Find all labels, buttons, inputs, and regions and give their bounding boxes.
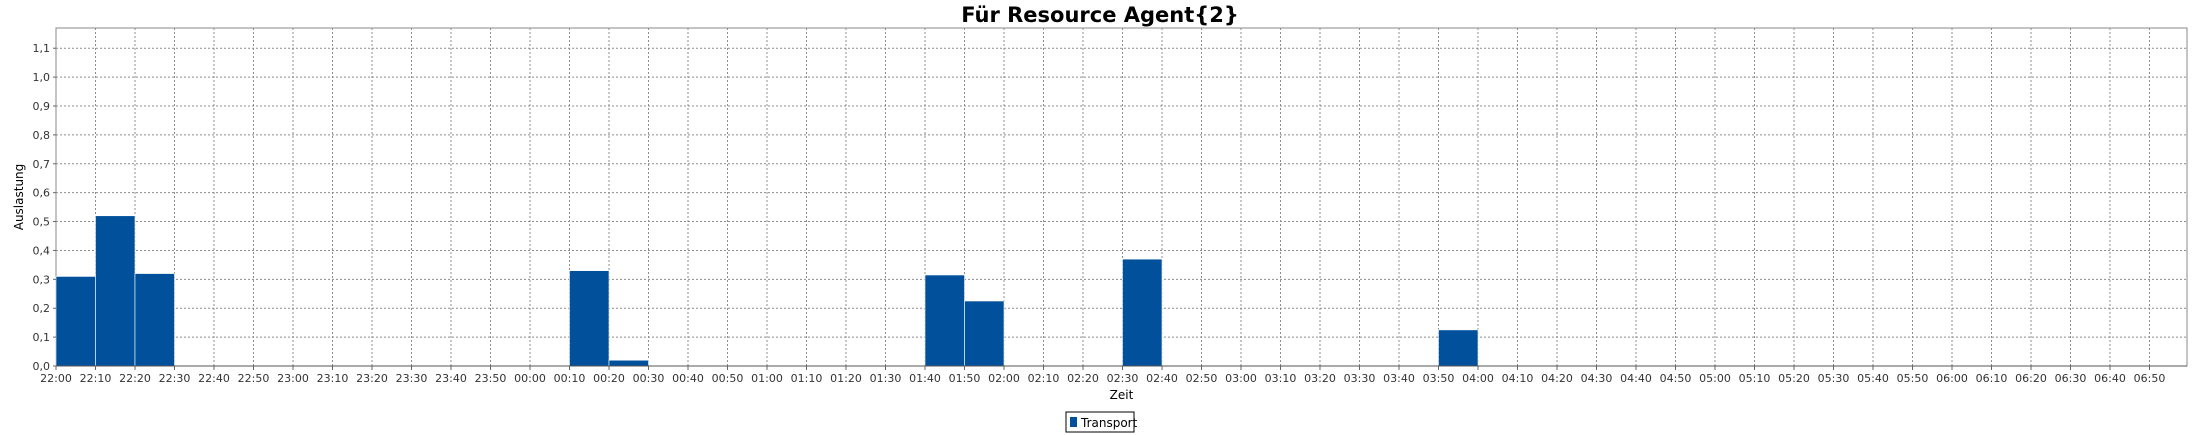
y-tick-label: 0,9 (33, 100, 51, 113)
x-tick-label: 00:00 (514, 372, 546, 385)
x-tick-label: 23:00 (277, 372, 309, 385)
bars (55, 215, 1479, 367)
x-tick-label: 03:40 (1383, 372, 1415, 385)
y-tick-label: 0,5 (33, 216, 51, 229)
x-tick-label: 05:00 (1699, 372, 1731, 385)
x-tick-label: 03:00 (1225, 372, 1257, 385)
x-tick-label: 01:50 (949, 372, 981, 385)
plot-area (55, 27, 2188, 367)
x-tick-label: 04:40 (1620, 372, 1652, 385)
x-tick-label: 23:20 (356, 372, 388, 385)
x-tick-label: 05:30 (1818, 372, 1850, 385)
x-tick-label: 22:00 (40, 372, 72, 385)
x-tick-label: 04:10 (1502, 372, 1534, 385)
x-tick-label: 00:20 (593, 372, 625, 385)
x-tick-label: 01:20 (830, 372, 862, 385)
legend-swatch (1070, 417, 1077, 427)
x-tick-label: 22:20 (119, 372, 151, 385)
x-tick-label: 03:50 (1423, 372, 1455, 385)
x-tick-label: 01:10 (791, 372, 823, 385)
x-tick-label: 06:50 (2134, 372, 2166, 385)
y-axis-label: Auslastung (12, 164, 26, 231)
y-tick-label: 0,7 (33, 158, 51, 171)
bar (964, 300, 1005, 367)
x-tick-label: 00:10 (554, 372, 586, 385)
grid (56, 28, 2187, 366)
x-tick-label: 06:30 (2055, 372, 2087, 385)
x-tick-label: 04:50 (1660, 372, 1692, 385)
x-tick-label: 23:40 (435, 372, 467, 385)
x-tick-label: 05:10 (1739, 372, 1771, 385)
x-tick-label: 03:10 (1265, 372, 1297, 385)
x-tick-label: 22:40 (198, 372, 230, 385)
x-tick-label: 00:50 (712, 372, 744, 385)
bar (55, 276, 96, 367)
x-tick-label: 02:30 (1107, 372, 1139, 385)
legend-box (1065, 411, 1135, 433)
y-tick-label: 0,1 (33, 331, 51, 344)
x-tick-label: 06:40 (2094, 372, 2126, 385)
x-tick-label: 04:20 (1541, 372, 1573, 385)
bar (1122, 258, 1163, 367)
x-axis-label: Zeit (1110, 388, 1134, 402)
bar (569, 270, 610, 367)
x-tick-label: 22:10 (80, 372, 112, 385)
y-tick-label: 0,0 (33, 360, 51, 373)
bar (95, 215, 136, 367)
y-tick-label: 0,2 (33, 302, 51, 315)
y-tick-label: 0,8 (33, 129, 51, 142)
x-axis: 22:00 22:10 22:20 22:30 22:40 22:50 23:00 23:10… (40, 365, 2187, 385)
y-tick-label: 1,1 (33, 42, 51, 55)
y-tick-label: 1,0 (33, 71, 51, 84)
x-tick-label: 02:10 (1028, 372, 1060, 385)
x-tick-label: 06:20 (2015, 372, 2047, 385)
x-tick-label: 23:50 (475, 372, 507, 385)
x-tick-label: 05:20 (1778, 372, 1810, 385)
x-tick-label: 23:30 (396, 372, 428, 385)
x-tick-label: 23:10 (317, 372, 349, 385)
x-tick-label: 22:30 (159, 372, 191, 385)
x-tick-label: 03:30 (1344, 372, 1376, 385)
x-tick-label: 06:00 (1936, 372, 1968, 385)
x-tick-label: 05:50 (1897, 372, 1929, 385)
x-tick-label: 00:30 (633, 372, 665, 385)
x-tick-label: 22:50 (238, 372, 270, 385)
legend-label: Transport (1080, 416, 1138, 430)
y-tick-label: 0,3 (33, 273, 51, 286)
legend[interactable]: Transport (1065, 411, 1138, 433)
x-tick-label: 02:50 (1186, 372, 1218, 385)
x-tick-label: 03:20 (1304, 372, 1336, 385)
bar (924, 274, 965, 367)
bar (608, 359, 649, 367)
x-tick-label: 06:10 (1976, 372, 2008, 385)
x-tick-label: 05:40 (1857, 372, 1889, 385)
y-axis: 0,0 0,1 0,2 0,3 0,4 0,5 0,6 0,7 0,8 0,9 1,0 1,1 (33, 42, 56, 373)
chart-title: Für Resource Agent{2} (961, 3, 1239, 27)
x-tick-label: 02:00 (988, 372, 1020, 385)
x-tick-label: 01:00 (751, 372, 783, 385)
x-tick-label: 01:40 (909, 372, 941, 385)
bar (134, 273, 175, 367)
x-tick-label: 02:40 (1146, 372, 1178, 385)
y-tick-label: 0,6 (33, 187, 51, 200)
x-tick-label: 02:20 (1067, 372, 1099, 385)
x-tick-label: 04:00 (1462, 372, 1494, 385)
x-tick-label: 01:30 (870, 372, 902, 385)
bar (1438, 329, 1479, 367)
x-tick-label: 00:40 (672, 372, 704, 385)
x-tick-label: 04:30 (1581, 372, 1613, 385)
y-tick-label: 0,4 (33, 244, 51, 257)
